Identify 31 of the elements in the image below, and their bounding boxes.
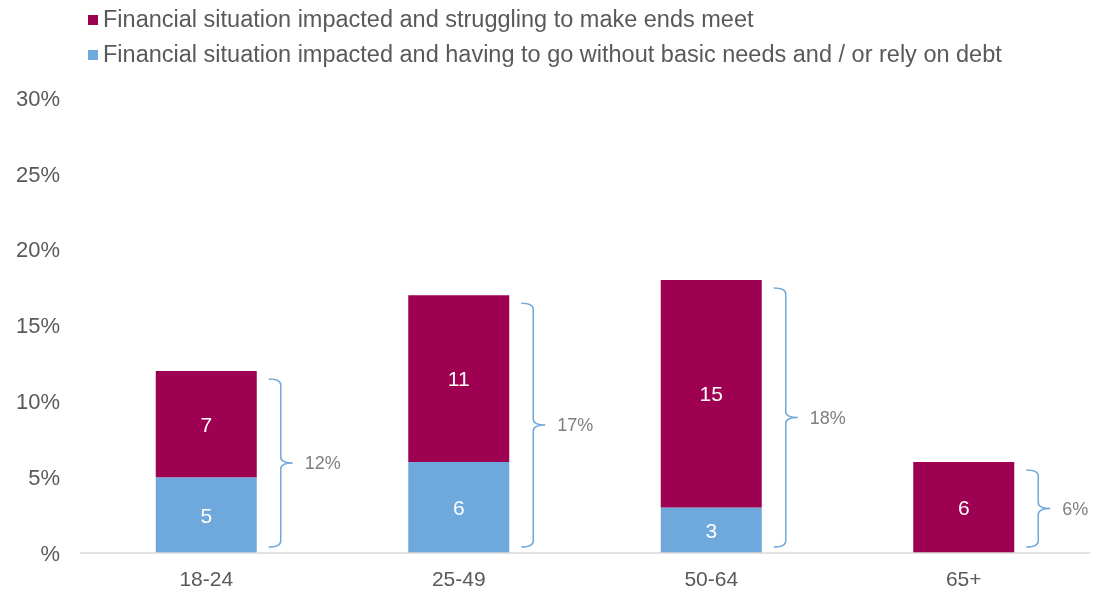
data-label: 11 bbox=[447, 367, 470, 391]
y-tick-label: % bbox=[40, 540, 60, 566]
bar bbox=[660, 280, 762, 508]
bar bbox=[155, 371, 257, 478]
y-tick-label: 25% bbox=[15, 161, 60, 187]
y-tick-label: 30% bbox=[15, 85, 60, 111]
y-tick-label: 20% bbox=[15, 237, 60, 263]
data-label: 3 bbox=[705, 518, 718, 542]
bar bbox=[408, 462, 510, 553]
data-label: 5 bbox=[200, 503, 213, 527]
total-label: 17% bbox=[557, 415, 594, 436]
data-label: 15 bbox=[699, 382, 723, 406]
bar bbox=[660, 507, 762, 553]
x-tick-label: 18-24 bbox=[179, 566, 234, 590]
bar bbox=[155, 477, 257, 553]
y-tick-label: 5% bbox=[28, 464, 60, 490]
x-tick-label: 50-64 bbox=[684, 566, 739, 590]
data-label: 6 bbox=[452, 496, 465, 519]
bar bbox=[913, 462, 1015, 553]
legend-label: Financial situation impacted and struggling to make ends meet bbox=[103, 6, 754, 33]
legend-label: Financial situation impacted and having to go without basic needs and / or rely on debt bbox=[103, 41, 1002, 68]
data-label: 6 bbox=[957, 496, 970, 519]
bar bbox=[408, 295, 510, 462]
total-label: 12% bbox=[304, 453, 341, 473]
total-label: 6% bbox=[1062, 498, 1089, 519]
x-tick-label: 65+ bbox=[945, 566, 982, 590]
total-label: 18% bbox=[809, 407, 846, 428]
data-label: 7 bbox=[200, 412, 213, 436]
y-tick-label: 15% bbox=[15, 313, 60, 339]
y-tick-label: 10% bbox=[15, 389, 60, 415]
x-tick-label: 25-49 bbox=[431, 566, 486, 590]
